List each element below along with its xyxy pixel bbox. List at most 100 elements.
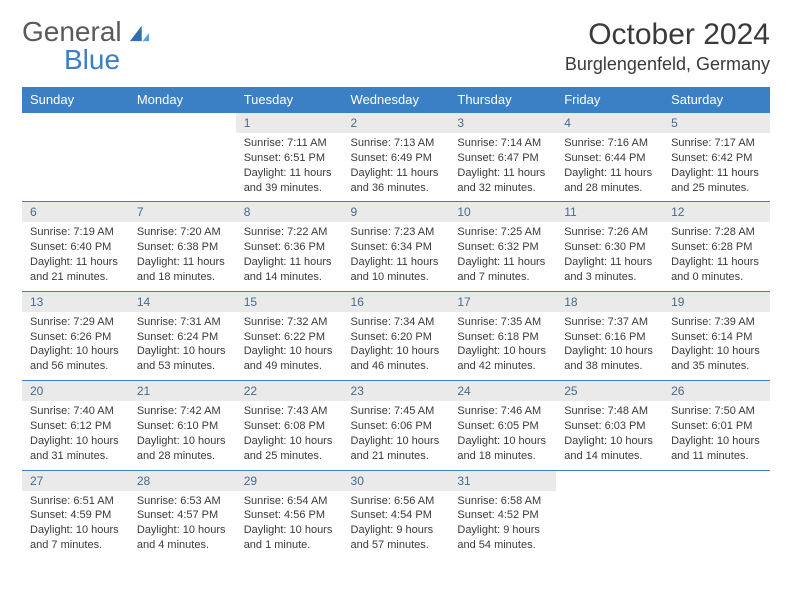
day-number: 15 xyxy=(236,292,343,312)
day-details: Sunrise: 7:39 AMSunset: 6:14 PMDaylight:… xyxy=(663,312,770,380)
calendar-table: SundayMondayTuesdayWednesdayThursdayFrid… xyxy=(22,87,770,559)
calendar-day: 25Sunrise: 7:48 AMSunset: 6:03 PMDayligh… xyxy=(556,381,663,470)
day-header: Friday xyxy=(556,87,663,113)
calendar-day: 5Sunrise: 7:17 AMSunset: 6:42 PMDaylight… xyxy=(663,113,770,202)
day-header: Monday xyxy=(129,87,236,113)
day-details: Sunrise: 6:51 AMSunset: 4:59 PMDaylight:… xyxy=(22,491,129,559)
calendar-day: 7Sunrise: 7:20 AMSunset: 6:38 PMDaylight… xyxy=(129,202,236,291)
logo-text-gray: General xyxy=(22,16,122,47)
calendar-day: 13Sunrise: 7:29 AMSunset: 6:26 PMDayligh… xyxy=(22,291,129,380)
day-details: Sunrise: 7:20 AMSunset: 6:38 PMDaylight:… xyxy=(129,222,236,290)
calendar-day: 29Sunrise: 6:54 AMSunset: 4:56 PMDayligh… xyxy=(236,470,343,559)
calendar-day xyxy=(663,470,770,559)
day-number: 2 xyxy=(343,113,450,133)
calendar-day xyxy=(129,113,236,202)
day-number: 21 xyxy=(129,381,236,401)
calendar-day: 6Sunrise: 7:19 AMSunset: 6:40 PMDaylight… xyxy=(22,202,129,291)
calendar-day: 8Sunrise: 7:22 AMSunset: 6:36 PMDaylight… xyxy=(236,202,343,291)
day-number: 19 xyxy=(663,292,770,312)
calendar-day: 28Sunrise: 6:53 AMSunset: 4:57 PMDayligh… xyxy=(129,470,236,559)
calendar-day: 22Sunrise: 7:43 AMSunset: 6:08 PMDayligh… xyxy=(236,381,343,470)
day-details: Sunrise: 7:45 AMSunset: 6:06 PMDaylight:… xyxy=(343,401,450,469)
day-number: 8 xyxy=(236,202,343,222)
day-details: Sunrise: 7:43 AMSunset: 6:08 PMDaylight:… xyxy=(236,401,343,469)
calendar-day: 15Sunrise: 7:32 AMSunset: 6:22 PMDayligh… xyxy=(236,291,343,380)
day-details: Sunrise: 7:32 AMSunset: 6:22 PMDaylight:… xyxy=(236,312,343,380)
day-details: Sunrise: 7:42 AMSunset: 6:10 PMDaylight:… xyxy=(129,401,236,469)
day-details: Sunrise: 7:40 AMSunset: 6:12 PMDaylight:… xyxy=(22,401,129,469)
logo: GeneralBlue xyxy=(22,18,151,74)
day-details: Sunrise: 6:54 AMSunset: 4:56 PMDaylight:… xyxy=(236,491,343,559)
day-header: Wednesday xyxy=(343,87,450,113)
calendar-day: 19Sunrise: 7:39 AMSunset: 6:14 PMDayligh… xyxy=(663,291,770,380)
day-details: Sunrise: 7:16 AMSunset: 6:44 PMDaylight:… xyxy=(556,133,663,201)
day-details: Sunrise: 7:23 AMSunset: 6:34 PMDaylight:… xyxy=(343,222,450,290)
day-header-row: SundayMondayTuesdayWednesdayThursdayFrid… xyxy=(22,87,770,113)
day-details: Sunrise: 7:19 AMSunset: 6:40 PMDaylight:… xyxy=(22,222,129,290)
day-number: 22 xyxy=(236,381,343,401)
day-details: Sunrise: 7:50 AMSunset: 6:01 PMDaylight:… xyxy=(663,401,770,469)
day-details: Sunrise: 7:26 AMSunset: 6:30 PMDaylight:… xyxy=(556,222,663,290)
calendar-day: 14Sunrise: 7:31 AMSunset: 6:24 PMDayligh… xyxy=(129,291,236,380)
day-details: Sunrise: 7:31 AMSunset: 6:24 PMDaylight:… xyxy=(129,312,236,380)
day-number: 9 xyxy=(343,202,450,222)
day-details: Sunrise: 6:53 AMSunset: 4:57 PMDaylight:… xyxy=(129,491,236,559)
day-number: 26 xyxy=(663,381,770,401)
day-details: Sunrise: 7:46 AMSunset: 6:05 PMDaylight:… xyxy=(449,401,556,469)
day-number: 27 xyxy=(22,471,129,491)
calendar-day: 21Sunrise: 7:42 AMSunset: 6:10 PMDayligh… xyxy=(129,381,236,470)
day-number: 12 xyxy=(663,202,770,222)
calendar-day: 11Sunrise: 7:26 AMSunset: 6:30 PMDayligh… xyxy=(556,202,663,291)
page-header: GeneralBlue October 2024 Burglengenfeld,… xyxy=(22,18,770,75)
day-details: Sunrise: 7:13 AMSunset: 6:49 PMDaylight:… xyxy=(343,133,450,201)
day-details: Sunrise: 7:35 AMSunset: 6:18 PMDaylight:… xyxy=(449,312,556,380)
calendar-day xyxy=(22,113,129,202)
calendar-day: 17Sunrise: 7:35 AMSunset: 6:18 PMDayligh… xyxy=(449,291,556,380)
day-number: 28 xyxy=(129,471,236,491)
day-number: 18 xyxy=(556,292,663,312)
day-number: 20 xyxy=(22,381,129,401)
day-details: Sunrise: 7:14 AMSunset: 6:47 PMDaylight:… xyxy=(449,133,556,201)
location: Burglengenfeld, Germany xyxy=(565,54,770,75)
day-number: 4 xyxy=(556,113,663,133)
day-number: 11 xyxy=(556,202,663,222)
calendar-day: 30Sunrise: 6:56 AMSunset: 4:54 PMDayligh… xyxy=(343,470,450,559)
calendar-day: 2Sunrise: 7:13 AMSunset: 6:49 PMDaylight… xyxy=(343,113,450,202)
calendar-day: 12Sunrise: 7:28 AMSunset: 6:28 PMDayligh… xyxy=(663,202,770,291)
day-number: 31 xyxy=(449,471,556,491)
calendar-day: 9Sunrise: 7:23 AMSunset: 6:34 PMDaylight… xyxy=(343,202,450,291)
day-details: Sunrise: 7:29 AMSunset: 6:26 PMDaylight:… xyxy=(22,312,129,380)
calendar-week: 1Sunrise: 7:11 AMSunset: 6:51 PMDaylight… xyxy=(22,113,770,202)
logo-text-blue: Blue xyxy=(64,44,120,75)
calendar-day: 26Sunrise: 7:50 AMSunset: 6:01 PMDayligh… xyxy=(663,381,770,470)
calendar-day: 3Sunrise: 7:14 AMSunset: 6:47 PMDaylight… xyxy=(449,113,556,202)
day-number: 14 xyxy=(129,292,236,312)
day-header: Thursday xyxy=(449,87,556,113)
day-number: 25 xyxy=(556,381,663,401)
day-header: Tuesday xyxy=(236,87,343,113)
calendar-day: 31Sunrise: 6:58 AMSunset: 4:52 PMDayligh… xyxy=(449,470,556,559)
day-details: Sunrise: 7:17 AMSunset: 6:42 PMDaylight:… xyxy=(663,133,770,201)
day-details: Sunrise: 7:11 AMSunset: 6:51 PMDaylight:… xyxy=(236,133,343,201)
logo-sail-icon xyxy=(125,16,151,47)
calendar-day: 23Sunrise: 7:45 AMSunset: 6:06 PMDayligh… xyxy=(343,381,450,470)
day-number: 24 xyxy=(449,381,556,401)
day-details: Sunrise: 7:34 AMSunset: 6:20 PMDaylight:… xyxy=(343,312,450,380)
day-number: 17 xyxy=(449,292,556,312)
calendar-day xyxy=(556,470,663,559)
day-number: 13 xyxy=(22,292,129,312)
calendar-week: 20Sunrise: 7:40 AMSunset: 6:12 PMDayligh… xyxy=(22,381,770,470)
day-number: 6 xyxy=(22,202,129,222)
calendar-day: 16Sunrise: 7:34 AMSunset: 6:20 PMDayligh… xyxy=(343,291,450,380)
calendar-day: 24Sunrise: 7:46 AMSunset: 6:05 PMDayligh… xyxy=(449,381,556,470)
day-details: Sunrise: 7:22 AMSunset: 6:36 PMDaylight:… xyxy=(236,222,343,290)
day-details: Sunrise: 7:37 AMSunset: 6:16 PMDaylight:… xyxy=(556,312,663,380)
month-title: October 2024 xyxy=(565,18,770,52)
calendar-body: 1Sunrise: 7:11 AMSunset: 6:51 PMDaylight… xyxy=(22,113,770,559)
day-number: 29 xyxy=(236,471,343,491)
calendar-day: 4Sunrise: 7:16 AMSunset: 6:44 PMDaylight… xyxy=(556,113,663,202)
calendar-week: 27Sunrise: 6:51 AMSunset: 4:59 PMDayligh… xyxy=(22,470,770,559)
day-details: Sunrise: 7:48 AMSunset: 6:03 PMDaylight:… xyxy=(556,401,663,469)
calendar-day: 1Sunrise: 7:11 AMSunset: 6:51 PMDaylight… xyxy=(236,113,343,202)
title-block: October 2024 Burglengenfeld, Germany xyxy=(565,18,770,75)
